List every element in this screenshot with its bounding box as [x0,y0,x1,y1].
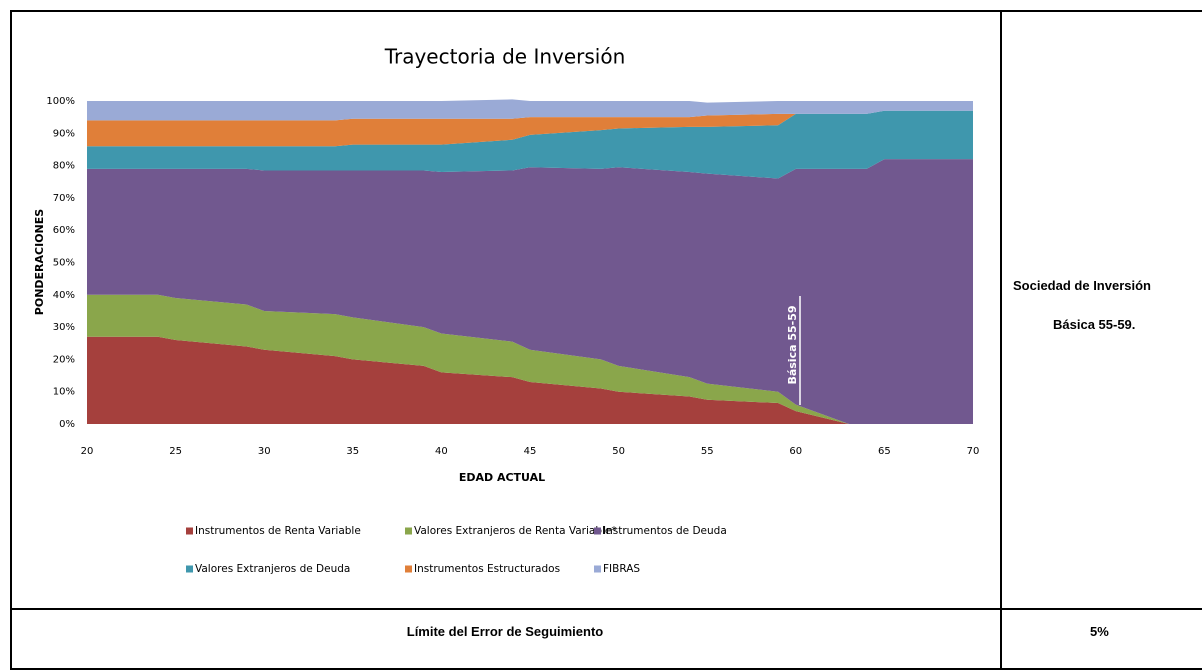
y-tick-label: 70% [53,193,75,204]
annotation: Básica 55-59 [786,305,799,384]
legend-label: Valores Extranjeros de Renta Variable* [414,525,617,537]
x-axis-label: EDAD ACTUAL [459,471,545,484]
x-tick-label: 60 [789,446,802,457]
x-tick-label: 25 [169,446,182,457]
area [87,336,973,424]
x-tick-label: 70 [967,446,980,457]
y-tick-label: 100% [46,96,75,107]
area [87,294,973,424]
y-tick-label: 20% [53,354,75,365]
y-tick-label: 0% [59,419,75,430]
area [87,99,973,121]
legend-swatch [405,527,412,535]
y-tick-label: 30% [53,322,75,333]
side-text: Sociedad de Inversión [1013,278,1151,293]
x-tick-label: 45 [524,446,537,457]
chart: Trayectoria de Inversión EDAD ACTUAL PON… [33,45,980,576]
footer-label: Límite del Error de Seguimiento [406,624,604,639]
area [87,110,973,179]
y-tick-label: 80% [53,161,75,172]
x-tick-label: 50 [612,446,625,457]
y-tick-label: 90% [53,128,75,139]
x-tick-label: 40 [435,446,448,457]
cell-border [1000,608,1002,668]
x-tick-label: 30 [258,446,271,457]
cell-border [10,608,1202,610]
y-tick-label: 50% [53,258,75,269]
x-tick-label: 20 [81,446,94,457]
legend-label: Instrumentos de Renta Variable [195,525,361,537]
y-tick-label: 10% [53,387,75,398]
legend-label: Valores Extranjeros de Deuda [195,563,350,575]
footer-value: 5% [1090,624,1109,639]
y-axis-label: PONDERACIONES [33,209,46,315]
legend-swatch [186,527,193,535]
legend-swatch [594,565,601,573]
x-tick-label: 35 [346,446,359,457]
x-tick-label: 65 [878,446,891,457]
legend-swatch [186,565,193,573]
legend-label: FIBRAS [603,563,640,575]
area [87,159,973,424]
y-tick-label: 40% [53,290,75,301]
y-tick-label: 60% [53,225,75,236]
page: Sociedad de Inversión Básica 55-59. Lími… [10,10,1202,670]
x-tick-label: 55 [701,446,714,457]
side-text: Básica 55-59. [1053,317,1136,332]
legend-swatch [405,565,412,573]
legend-label: Instrumentos Estructurados [414,563,560,575]
chart-title: Trayectoria de Inversión [384,45,626,69]
legend-swatch [594,527,601,535]
area [87,110,973,147]
legend-label: Instrumentos de Deuda [603,525,727,537]
